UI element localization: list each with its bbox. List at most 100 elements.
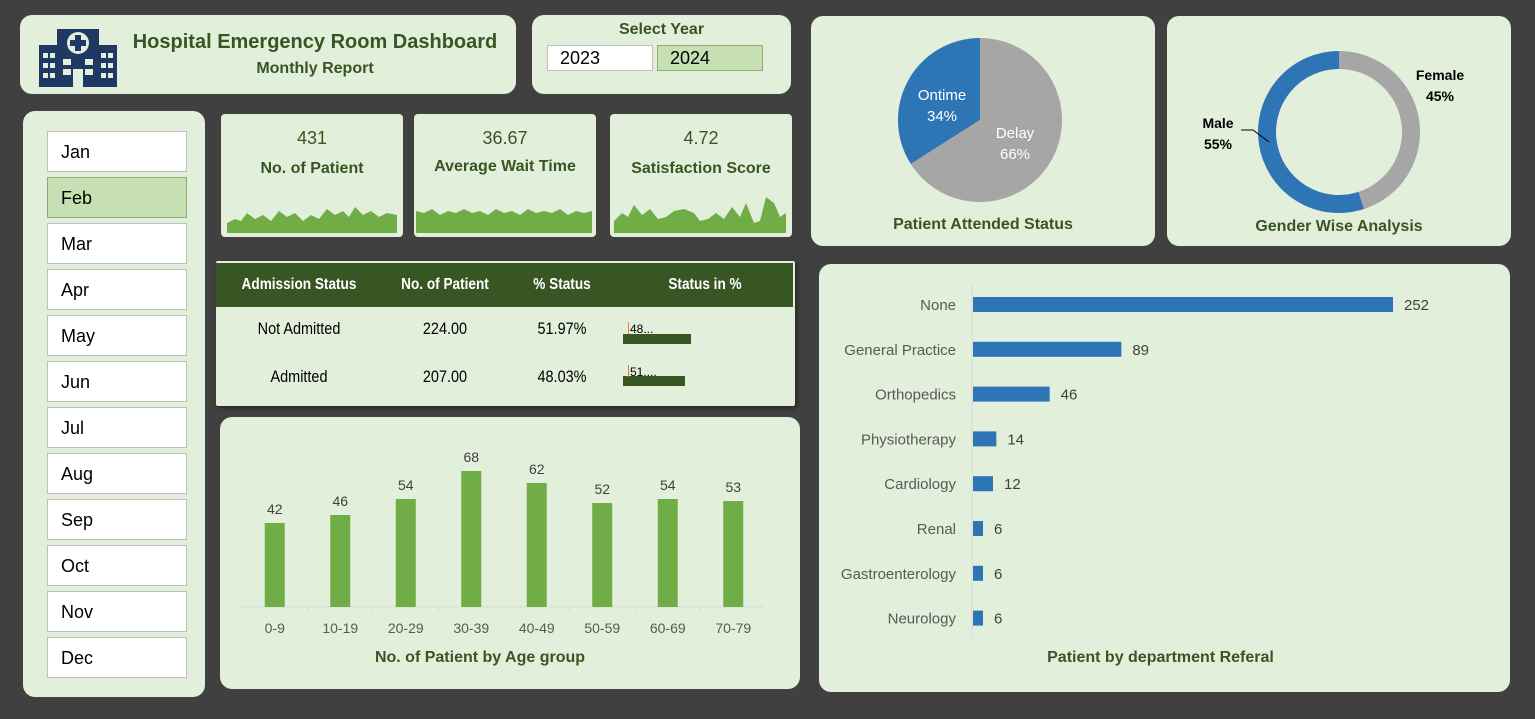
year-button-2023[interactable]: 2023 [547, 45, 653, 71]
y-tick-label: Cardiology [884, 476, 956, 493]
table-header: Admission Status No. of Patient % Status… [216, 263, 793, 307]
data-label: 62 [529, 461, 545, 477]
kpi-value: 431 [296, 128, 328, 148]
chart-title: No. of Patient by Age group [374, 649, 586, 666]
leader-line [1241, 129, 1270, 143]
kpi-value: 4.72 [683, 128, 719, 148]
data-label: 68 [463, 449, 479, 465]
data-label: 89 [1132, 342, 1149, 359]
month-button-sep[interactable]: Sep [47, 499, 187, 540]
kpi-label: Satisfaction Score [631, 160, 771, 177]
table-cell-pct: 51.97% [537, 319, 587, 338]
age-bar-70-79 [723, 501, 744, 607]
year-button-2024[interactable]: 2024 [657, 45, 763, 71]
month-button-oct[interactable]: Oct [47, 545, 187, 586]
month-button-jun[interactable]: Jun [47, 361, 187, 402]
dept-bar-renal [973, 521, 984, 536]
x-tick-label: 50-59 [584, 620, 620, 636]
chart-title: Gender Wise Analysis [1255, 218, 1423, 235]
data-label: 252 [1404, 297, 1429, 314]
table-cell-patients: 224.00 [422, 319, 468, 338]
y-tick-label: Neurology [888, 611, 957, 628]
dept-bar-general-practice [973, 341, 1122, 357]
status-databar-label: 48... [627, 322, 654, 336]
data-label: 46 [332, 493, 348, 509]
department-referral-chart: 252 None 89 General Practice 46 Orthopedics 14… [819, 264, 1510, 692]
data-label: 42 [267, 501, 283, 517]
year-slicer-label: Select Year [618, 21, 705, 38]
age-bar-10-19 [330, 515, 351, 607]
x-tick-label: 70-79 [715, 620, 751, 636]
age-bar-30-39 [461, 471, 482, 607]
table-cell-status: Admitted [270, 367, 328, 386]
y-tick-label: Gastroenterology [841, 566, 957, 583]
y-tick-label: Orthopedics [875, 387, 956, 404]
column-header: Status in % [668, 276, 742, 293]
month-button-jul[interactable]: Jul [47, 407, 187, 448]
dept-bar-none [973, 297, 1394, 312]
gender-donut: Female 45% Male 55% [1202, 51, 1464, 213]
month-button-nov[interactable]: Nov [47, 591, 187, 632]
kpi-label: Average Wait Time [434, 158, 576, 175]
month-button-feb[interactable]: Feb [47, 177, 187, 218]
gender-chart: Female 45% Male 55% Gender Wise Analysis [1167, 16, 1511, 246]
pie-slice-ontime [898, 38, 980, 164]
x-tick-label: 10-19 [322, 620, 358, 636]
y-tick-label: Renal [917, 521, 956, 538]
pie-slice-delay [910, 38, 1062, 202]
age-bar-50-59 [592, 503, 613, 607]
donut-segment-female [1338, 51, 1420, 210]
age-bar-20-29 [395, 499, 416, 607]
column-header: % Status [533, 276, 591, 293]
age-bar-40-49 [526, 483, 547, 607]
data-label: 6 [994, 566, 1002, 583]
age-bar-60-69 [657, 499, 678, 607]
attended-status-chart: Ontime 34% Delay 66% Patient Attended Statu… [811, 16, 1155, 246]
dept-bar-physiotherapy [973, 431, 997, 447]
data-label: 14 [1007, 431, 1024, 448]
status-databar [623, 376, 686, 386]
attended-status-pie: Ontime 34% Delay 66% [898, 38, 1062, 202]
table-cell-pct: 48.03% [537, 367, 587, 386]
dashboard-title: Hospital Emergency Room Dashboard [132, 31, 498, 53]
x-tick-label: 40-49 [519, 620, 555, 636]
kpi-sparkline [227, 207, 397, 233]
kpi-label: No. of Patient [260, 160, 364, 177]
data-label: 46 [1061, 387, 1078, 404]
x-tick-label: 0-9 [265, 620, 285, 636]
dashboard-subtitle: Monthly Report [256, 60, 374, 77]
chart-title: Patient Attended Status [893, 216, 1073, 233]
y-tick-label: General Practice [844, 342, 956, 359]
month-button-dec[interactable]: Dec [47, 637, 187, 678]
slice-name-label: Female [1416, 67, 1464, 83]
slice-name-label: Ontime [918, 87, 966, 104]
slice-value-label: 55% [1204, 136, 1233, 152]
month-button-may[interactable]: May [47, 315, 187, 356]
department-bars: 252 None 89 General Practice 46 Orthopedics 14… [841, 284, 1429, 639]
chart-title: Patient by department Referal [1047, 649, 1274, 666]
month-button-aug[interactable]: Aug [47, 453, 187, 494]
month-button-mar[interactable]: Mar [47, 223, 187, 264]
slice-value-label: 45% [1426, 88, 1455, 104]
x-tick-label: 20-29 [388, 620, 424, 636]
y-tick-label: Physiotherapy [861, 431, 957, 448]
dept-bar-orthopedics [973, 386, 1050, 402]
year-slicer: Select Year 2023 2024 [532, 15, 791, 94]
data-label: 6 [994, 611, 1002, 628]
admission-table: Admission Status No. of Patient % Status… [216, 261, 795, 406]
slice-value-label: 34% [927, 108, 957, 125]
data-label: 53 [725, 479, 741, 495]
donut-segment-male [1258, 51, 1365, 213]
dept-bar-cardiology [973, 476, 994, 492]
x-tick-label: 30-39 [453, 620, 489, 636]
slice-value-label: 66% [1000, 146, 1030, 163]
kpi-value: 36.67 [482, 128, 528, 148]
month-button-apr[interactable]: Apr [47, 269, 187, 310]
data-label: 54 [660, 477, 676, 493]
dept-bar-neurology [973, 610, 984, 626]
data-label: 12 [1004, 476, 1021, 493]
month-button-jan[interactable]: Jan [47, 131, 187, 172]
column-header: Admission Status [241, 276, 357, 293]
hospital-icon [39, 29, 117, 87]
title-panel: Hospital Emergency Room Dashboard Monthl… [20, 15, 516, 94]
